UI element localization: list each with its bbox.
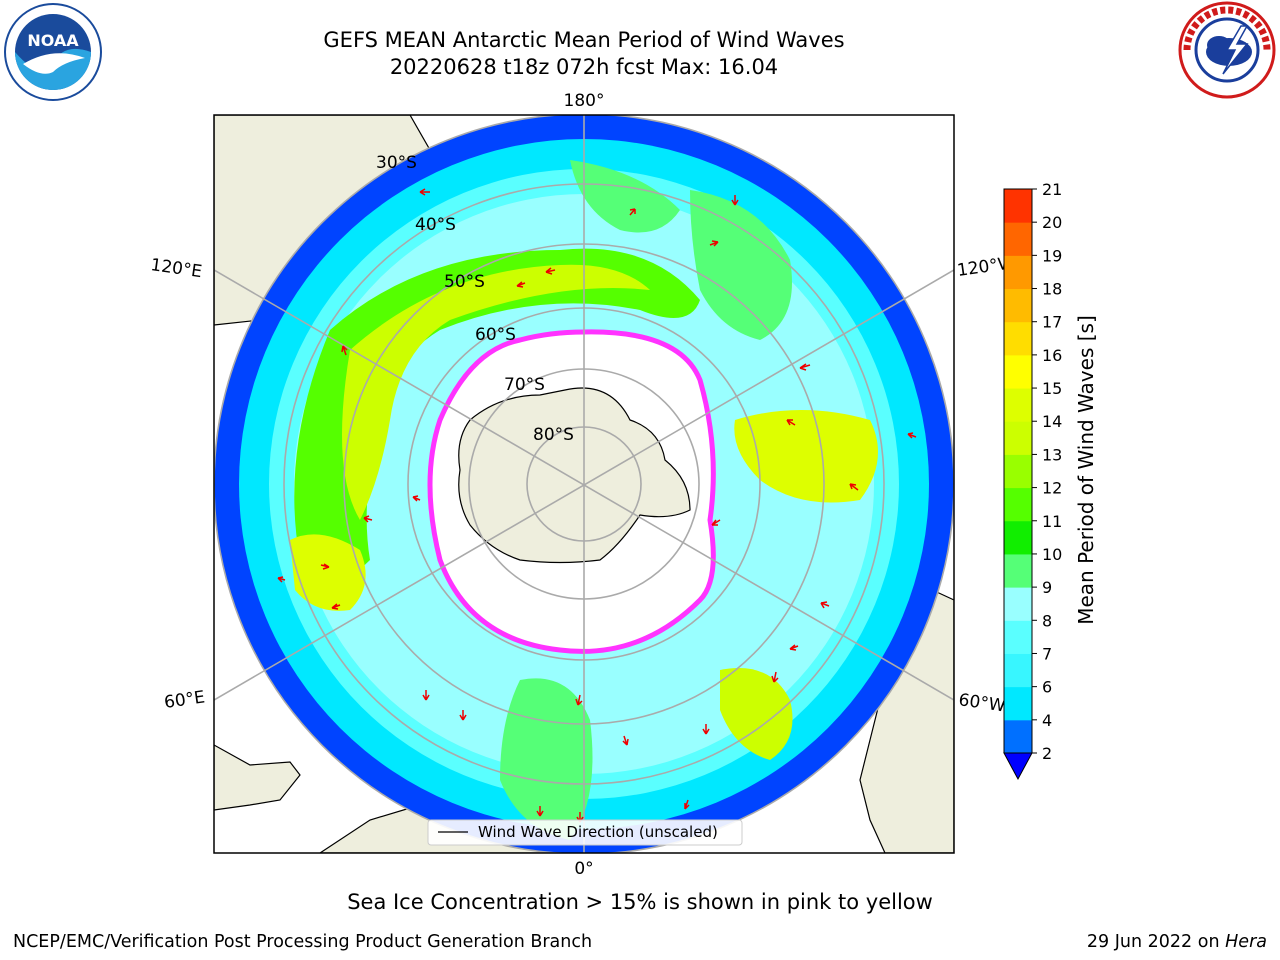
lat-label-50s: 50°S (444, 272, 485, 292)
colorbar-segment (1004, 454, 1032, 489)
latitude-labels: 30°S 40°S 50°S 60°S 70°S 80°S (376, 153, 574, 445)
colorbar-tick-label: 6 (1042, 678, 1052, 697)
graticule (214, 115, 954, 853)
chart-subtitle: 20220628 t18z 072h fcst Max: 16.04 (389, 55, 779, 79)
colorbar-segment (1004, 487, 1032, 522)
colorbar-extend-arrow (1003, 752, 1033, 781)
lon-label-120e: 120°E (149, 255, 203, 282)
colorbar-segment (1004, 222, 1032, 256)
chart-title: GEFS MEAN Antarctic Mean Period of Wind … (323, 28, 845, 52)
lat-label-60s: 60°S (475, 325, 516, 345)
lon-label-60w: 60°W (957, 690, 1006, 716)
colorbar-tick-label: 20 (1042, 213, 1062, 232)
footer-date-text: 29 Jun 2022 on (1086, 932, 1220, 952)
arrow-legend: Wind Wave Direction (unscaled) (427, 819, 743, 846)
colorbar-tick-label: 10 (1042, 545, 1062, 564)
ice-caption: Sea Ice Concentration > 15% is shown in … (347, 890, 933, 914)
colorbar-tick-label: 17 (1042, 313, 1062, 332)
colorbar-tick-label: 13 (1042, 445, 1062, 464)
map-area: Wind Wave Direction (unscaled) (214, 115, 954, 853)
colorbar-tick-label: 7 (1042, 644, 1052, 663)
colorbar: 2 4 6 7 8 9 10 11 12 13 14 15 16 17 18 19 20 21 (1003, 180, 1062, 781)
footer-host: Hera (1225, 932, 1267, 952)
footer-date: 29 Jun 2022 on Hera (1087, 932, 1267, 952)
map-frame (213, 114, 955, 854)
lat-label-80s: 80°S (533, 425, 574, 445)
nws-logo (1178, 1, 1276, 99)
colorbar-segment (1004, 620, 1032, 654)
colorbar-tick-label: 14 (1042, 412, 1062, 431)
colorbar-segment (1004, 354, 1032, 389)
footer-credit: NCEP/EMC/Verification Post Processing Pr… (13, 932, 593, 952)
colorbar-frame (1003, 188, 1033, 754)
lon-label-180: 180° (564, 91, 605, 111)
colorbar-title: Mean Period of Wind Waves [s] (1074, 315, 1098, 625)
colorbar-segment (1004, 686, 1032, 721)
colorbar-tick-label: 15 (1042, 379, 1062, 398)
colorbar-segment (1004, 255, 1032, 290)
noaa-logo: NOAA (4, 3, 102, 101)
noaa-logo-text: NOAA (27, 31, 79, 50)
colorbar-segment (1004, 421, 1032, 455)
colorbar-segment (1004, 553, 1032, 588)
colorbar-segment (1004, 321, 1032, 356)
colorbar-tick-label: 21 (1042, 180, 1062, 199)
antarctica (458, 387, 691, 564)
colorbar-tick-label: 19 (1042, 246, 1062, 265)
colorbar-segment (1004, 587, 1032, 621)
colorbar-tick-label: 8 (1042, 611, 1052, 630)
colorbar-segment (1004, 388, 1032, 422)
lon-label-0: 0° (574, 859, 593, 879)
colorbar-tick-label: 2 (1042, 744, 1052, 763)
lat-label-30s: 30°S (376, 153, 417, 173)
colorbar-tick-label: 11 (1042, 512, 1062, 531)
arrow-legend-label: Wind Wave Direction (unscaled) (478, 823, 718, 841)
colorbar-segment (1004, 520, 1032, 555)
lon-label-60e: 60°E (163, 687, 206, 712)
colorbar-segment (1004, 719, 1032, 754)
colorbar-tick-label: 12 (1042, 479, 1062, 498)
wind-wave-arrows (277, 188, 917, 823)
colorbar-segment (1004, 288, 1032, 323)
colorbar-segment (1004, 189, 1032, 223)
colorbar-tick-label: 9 (1042, 578, 1052, 597)
lat-label-70s: 70°S (504, 375, 545, 395)
colorbar-tick-label: 18 (1042, 280, 1062, 299)
colorbar-tick-label: 16 (1042, 346, 1062, 365)
colorbar-tick-label: 4 (1042, 711, 1052, 730)
colorbar-segment (1004, 653, 1032, 688)
lat-label-40s: 40°S (415, 215, 456, 235)
